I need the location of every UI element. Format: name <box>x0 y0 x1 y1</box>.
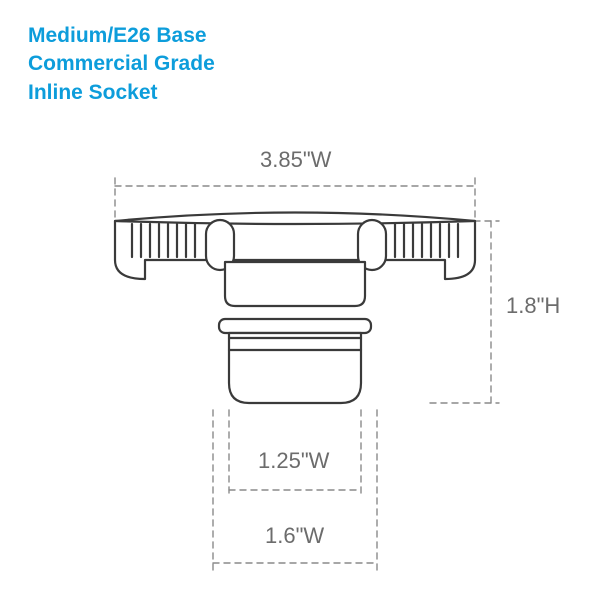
socket-diagram: 3.85"W 1.8"H 1.25"W 1.6"W <box>0 0 608 608</box>
dim-label-top-width: 3.85"W <box>260 147 332 172</box>
dim-label-inner-width: 1.25"W <box>258 448 330 473</box>
dim-label-height: 1.8"H <box>506 293 560 318</box>
dim-label-outer-width: 1.6"W <box>265 523 324 548</box>
